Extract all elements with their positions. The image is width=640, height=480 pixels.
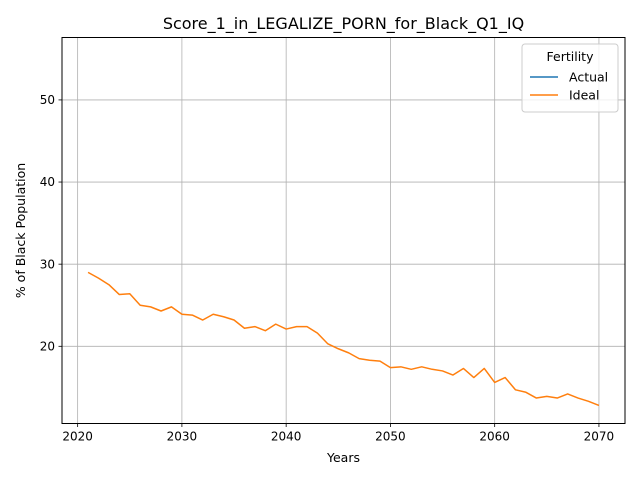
x-tick-label: 2020	[62, 430, 93, 444]
y-tick-label: 40	[40, 175, 55, 189]
y-axis-label: % of Black Population	[13, 163, 28, 298]
plot-frame	[61, 37, 626, 424]
x-tick-label: 2050	[375, 430, 406, 444]
x-tick-label: 2040	[271, 430, 302, 444]
legend: Fertility Actual Ideal	[521, 43, 619, 113]
x-tick-label: 2030	[167, 430, 198, 444]
y-tick-label: 30	[40, 257, 55, 271]
x-axis-ticks: 2020 2030 2040 2050 2060 2070	[62, 423, 615, 444]
legend-label-actual: Actual	[569, 70, 608, 85]
x-tick-label: 2070	[584, 430, 615, 444]
y-tick-label: 20	[40, 340, 55, 354]
x-axis-label: Years	[326, 450, 360, 465]
series-line-ideal	[87, 271, 600, 407]
chart-title: Score_1_in_LEGALIZE_PORN_for_Black_Q1_IQ	[163, 14, 524, 34]
legend-label-ideal: Ideal	[569, 88, 599, 103]
y-tick-label: 50	[40, 93, 55, 107]
x-tick-label: 2060	[479, 430, 510, 444]
series-lines	[87, 271, 600, 407]
legend-title: Fertility	[547, 49, 595, 64]
y-axis-ticks: 20 30 40 50	[40, 93, 62, 354]
legend-entries: Actual Ideal	[530, 70, 608, 103]
